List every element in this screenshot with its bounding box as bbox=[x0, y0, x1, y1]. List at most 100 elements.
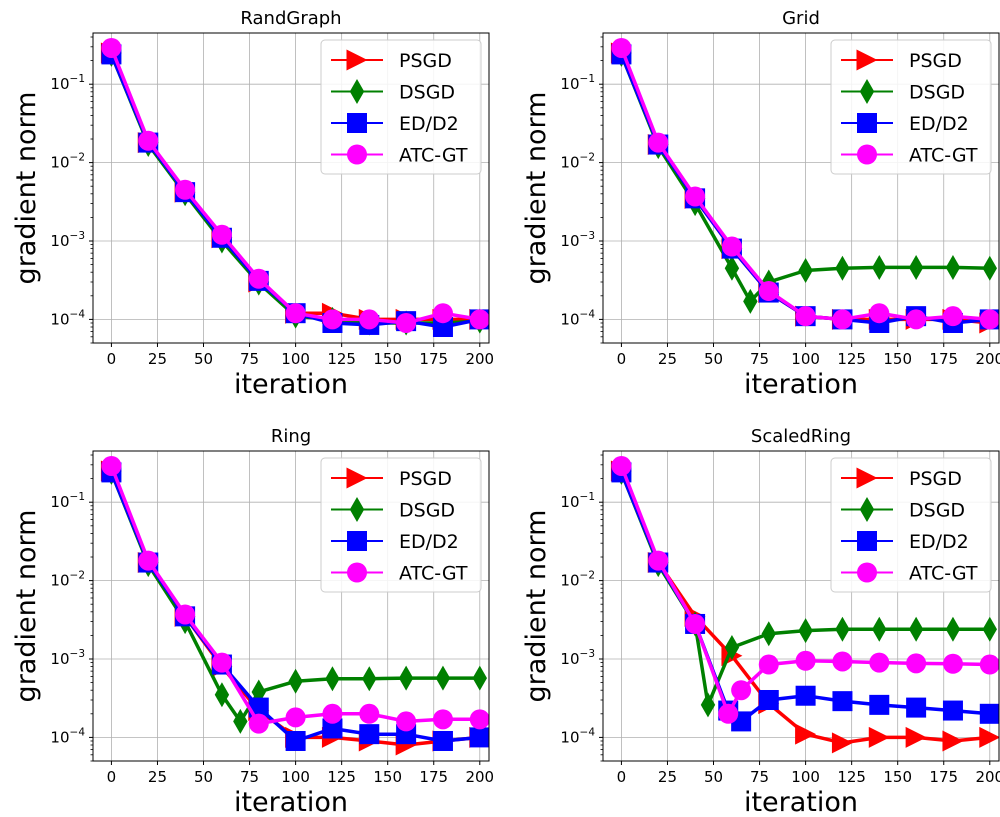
axes-frame bbox=[602, 450, 1000, 762]
legend-marker-DSGD bbox=[859, 497, 875, 522]
data-point-ATC-GT bbox=[248, 713, 269, 734]
legend-marker-ATC-GT bbox=[857, 144, 877, 165]
data-point-ATC-GT bbox=[469, 309, 489, 330]
data-point-ED/D2 bbox=[979, 703, 999, 724]
data-point-PSGD bbox=[831, 732, 853, 754]
data-point-ED/D2 bbox=[432, 730, 453, 751]
data-point-ATC-GT bbox=[685, 186, 706, 207]
legend-marker-PSGD bbox=[856, 467, 878, 489]
legend-marker-PSGD bbox=[346, 467, 368, 489]
data-point-ED/D2 bbox=[469, 727, 489, 748]
y-tick-label: 10−1 bbox=[560, 491, 595, 511]
axes-frame bbox=[92, 450, 490, 762]
chart-title: Ring bbox=[271, 426, 311, 447]
legend-label-DSGD: DSGD bbox=[909, 500, 965, 522]
legend-marker-DSGD bbox=[349, 79, 365, 104]
x-tick-label: 100 bbox=[791, 350, 820, 368]
data-point-DSGD bbox=[398, 665, 414, 691]
legend-label-DSGD: DSGD bbox=[909, 82, 965, 104]
axes-frame bbox=[92, 32, 490, 344]
legend-label-ATC-GT: ATC-GT bbox=[909, 563, 978, 585]
legend-marker-PSGD bbox=[856, 49, 878, 71]
y-tick-label: 10−3 bbox=[50, 230, 85, 250]
data-point-DSGD bbox=[700, 692, 716, 718]
data-point-ATC-GT bbox=[832, 309, 853, 330]
data-point-ATC-GT bbox=[685, 613, 706, 634]
legend-label-ATC-GT: ATC-GT bbox=[909, 145, 978, 167]
plot-area bbox=[610, 37, 999, 334]
data-point-DSGD bbox=[362, 666, 377, 692]
data-point-DSGD bbox=[233, 708, 248, 734]
legend-label-PSGD: PSGD bbox=[909, 468, 962, 490]
data-point-DSGD bbox=[472, 665, 487, 691]
plot-area bbox=[610, 455, 999, 754]
data-point-DSGD bbox=[325, 666, 340, 692]
data-point-ED/D2 bbox=[795, 685, 816, 706]
data-point-ATC-GT bbox=[758, 654, 779, 675]
x-tick-label: 0 bbox=[617, 350, 627, 368]
data-point-ATC-GT bbox=[869, 303, 890, 324]
legend-marker-PSGD bbox=[346, 49, 368, 71]
y-axis-label: gradient norm bbox=[11, 92, 42, 285]
data-point-DSGD bbox=[908, 254, 924, 280]
legend-marker-ED/D2 bbox=[857, 113, 877, 133]
x-axis-label: iteration bbox=[744, 369, 858, 400]
y-tick-label: 10−3 bbox=[50, 648, 85, 668]
data-point-DSGD bbox=[724, 635, 740, 661]
data-point-ED/D2 bbox=[942, 700, 963, 721]
legend-label-DSGD: DSGD bbox=[399, 500, 455, 522]
data-point-DSGD bbox=[743, 288, 758, 314]
y-tick-label: 10−1 bbox=[560, 73, 595, 93]
axes-frame bbox=[602, 32, 1000, 344]
x-tick-label: 175 bbox=[929, 768, 958, 786]
legend-box bbox=[830, 39, 992, 175]
x-tick-label: 125 bbox=[327, 350, 356, 368]
data-point-ATC-GT bbox=[648, 550, 669, 571]
y-tick-label: 10−1 bbox=[50, 73, 85, 93]
y-tick-label: 10−2 bbox=[50, 570, 85, 590]
x-tick-label: 175 bbox=[929, 350, 958, 368]
legend-marker-ED/D2 bbox=[857, 531, 877, 551]
data-point-ED/D2 bbox=[285, 730, 306, 751]
legend-label-DSGD: DSGD bbox=[399, 82, 455, 104]
data-point-ATC-GT bbox=[432, 709, 453, 730]
data-point-ATC-GT bbox=[942, 653, 963, 674]
data-point-ATC-GT bbox=[211, 652, 232, 673]
chart-title: ScaledRing bbox=[751, 426, 851, 447]
data-point-ATC-GT bbox=[138, 550, 159, 571]
legend-marker-ATC-GT bbox=[857, 562, 877, 583]
y-tick-label: 10−4 bbox=[560, 308, 595, 328]
x-tick-label: 150 bbox=[883, 768, 912, 786]
data-point-DSGD bbox=[982, 616, 997, 642]
data-point-DSGD bbox=[945, 254, 961, 280]
data-point-DSGD bbox=[982, 255, 997, 281]
data-point-ATC-GT bbox=[469, 709, 489, 730]
data-point-ATC-GT bbox=[175, 604, 196, 625]
legend-label-PSGD: PSGD bbox=[399, 468, 452, 490]
x-tick-label: 175 bbox=[419, 350, 448, 368]
data-point-ATC-GT bbox=[432, 303, 453, 324]
x-tick-label: 150 bbox=[373, 768, 402, 786]
data-point-DSGD bbox=[761, 621, 776, 647]
y-tick-label: 10−3 bbox=[560, 230, 595, 250]
data-point-ATC-GT bbox=[721, 236, 742, 257]
x-tick-label: 100 bbox=[791, 768, 820, 786]
x-tick-label: 75 bbox=[240, 768, 259, 786]
data-point-ATC-GT bbox=[832, 651, 853, 672]
legend-label-PSGD: PSGD bbox=[399, 50, 452, 72]
legend-label-ED/D2: ED/D2 bbox=[909, 113, 969, 135]
data-point-ATC-GT bbox=[648, 132, 669, 153]
data-point-ED/D2 bbox=[432, 316, 453, 337]
y-axis-label: gradient norm bbox=[521, 510, 552, 703]
x-tick-label: 100 bbox=[281, 768, 310, 786]
x-tick-label: 100 bbox=[281, 350, 310, 368]
x-tick-label: 50 bbox=[194, 350, 213, 368]
x-tick-label: 150 bbox=[883, 350, 912, 368]
chart-panel-1: 0 25 50 75 100 125 150 175 200 10−1 10−2 10−3 10−4 Ra… bbox=[11, 8, 494, 400]
data-point-DSGD bbox=[288, 668, 303, 694]
data-point-ATC-GT bbox=[795, 650, 816, 671]
chart-panel-3: 0 25 50 75 100 125 150 175 200 10−1 10−2 10−3 10−4 Ri… bbox=[11, 426, 494, 817]
x-tick-label: 125 bbox=[837, 768, 866, 786]
data-point-ATC-GT bbox=[731, 680, 752, 701]
